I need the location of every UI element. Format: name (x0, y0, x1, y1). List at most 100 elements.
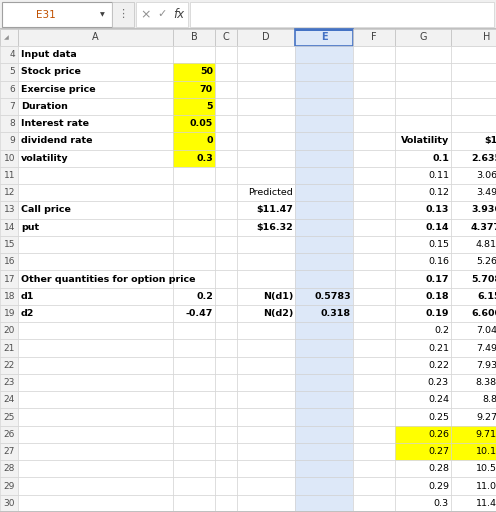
Text: 9.713537: 9.713537 (476, 430, 496, 439)
Bar (173, 443, 215, 460)
Bar (112, 2, 134, 27)
Bar (353, 339, 395, 357)
Bar (295, 409, 353, 425)
Bar (173, 391, 215, 409)
Bar (0, 63, 18, 80)
Bar (295, 29, 353, 31)
Text: C: C (223, 32, 229, 42)
Bar (353, 219, 395, 236)
Bar (0, 0, 496, 29)
Bar (18, 236, 173, 253)
Bar (353, 478, 395, 495)
Bar (237, 409, 295, 425)
Bar (18, 219, 173, 236)
Bar (0, 511, 496, 512)
Bar (295, 495, 353, 512)
Bar (0, 339, 18, 357)
Bar (237, 253, 295, 270)
Bar (173, 339, 215, 357)
Text: 5.263906: 5.263906 (476, 257, 496, 266)
Bar (215, 305, 237, 322)
Bar (0, 80, 18, 98)
Text: Duration: Duration (21, 102, 68, 111)
Bar (395, 167, 451, 184)
Bar (0, 374, 18, 391)
Text: 13: 13 (3, 205, 15, 215)
Text: fx: fx (174, 8, 185, 21)
Bar (173, 460, 215, 478)
Bar (237, 288, 295, 305)
Bar (215, 201, 237, 219)
Text: N(d2): N(d2) (262, 309, 293, 318)
Bar (237, 132, 295, 150)
Text: 0.14: 0.14 (426, 223, 449, 232)
Bar (395, 201, 451, 219)
Bar (395, 63, 451, 80)
Bar (353, 115, 395, 132)
Text: -0.47: -0.47 (186, 309, 213, 318)
Bar (173, 132, 215, 150)
Bar (0, 167, 18, 184)
Bar (295, 236, 353, 253)
Text: 3.498668: 3.498668 (476, 188, 496, 197)
Bar (451, 63, 496, 80)
Text: Other quantities for option price: Other quantities for option price (21, 274, 195, 284)
Text: 28: 28 (3, 464, 15, 474)
Bar (18, 150, 173, 167)
Bar (215, 391, 237, 409)
Text: 0.29: 0.29 (428, 482, 449, 490)
Text: 0.3: 0.3 (434, 499, 449, 508)
Bar (353, 253, 395, 270)
Text: 26: 26 (3, 430, 15, 439)
Bar (173, 288, 215, 305)
Bar (353, 167, 395, 184)
Bar (237, 270, 295, 288)
Text: 4.377212: 4.377212 (471, 223, 496, 232)
Bar (173, 219, 215, 236)
Text: F: F (371, 32, 377, 42)
Bar (395, 98, 451, 115)
Bar (395, 425, 451, 443)
Bar (395, 478, 451, 495)
Bar (295, 374, 353, 391)
Bar (0, 150, 18, 167)
Text: Interest rate: Interest rate (21, 119, 89, 128)
Bar (173, 270, 215, 288)
Text: 0.25: 0.25 (428, 413, 449, 421)
Bar (353, 409, 395, 425)
Text: 6.15459: 6.15459 (478, 292, 496, 301)
Bar (215, 80, 237, 98)
Bar (0, 201, 18, 219)
Bar (395, 46, 451, 63)
Bar (451, 357, 496, 374)
Bar (353, 201, 395, 219)
Bar (18, 357, 173, 374)
Text: 0.15: 0.15 (428, 240, 449, 249)
Bar (295, 322, 353, 339)
Bar (0, 29, 18, 46)
Text: 24: 24 (4, 395, 15, 404)
Text: ▼: ▼ (100, 12, 104, 17)
Bar (237, 339, 295, 357)
Bar (0, 478, 18, 495)
Bar (18, 288, 173, 305)
Bar (0, 443, 18, 460)
Bar (353, 443, 395, 460)
Bar (395, 495, 451, 512)
Text: 7: 7 (9, 102, 15, 111)
Text: 29: 29 (3, 482, 15, 490)
Text: 2.635248: 2.635248 (471, 154, 496, 163)
Text: 17: 17 (3, 274, 15, 284)
Text: 0: 0 (206, 136, 213, 145)
Text: 0.21: 0.21 (428, 344, 449, 353)
Bar (0, 219, 18, 236)
Bar (18, 425, 173, 443)
Text: 0.5783: 0.5783 (314, 292, 351, 301)
Bar (173, 425, 215, 443)
Bar (295, 201, 353, 219)
Bar (295, 46, 353, 63)
Text: 11: 11 (3, 171, 15, 180)
Bar (215, 357, 237, 374)
Text: ◢: ◢ (4, 35, 8, 40)
Bar (395, 253, 451, 270)
